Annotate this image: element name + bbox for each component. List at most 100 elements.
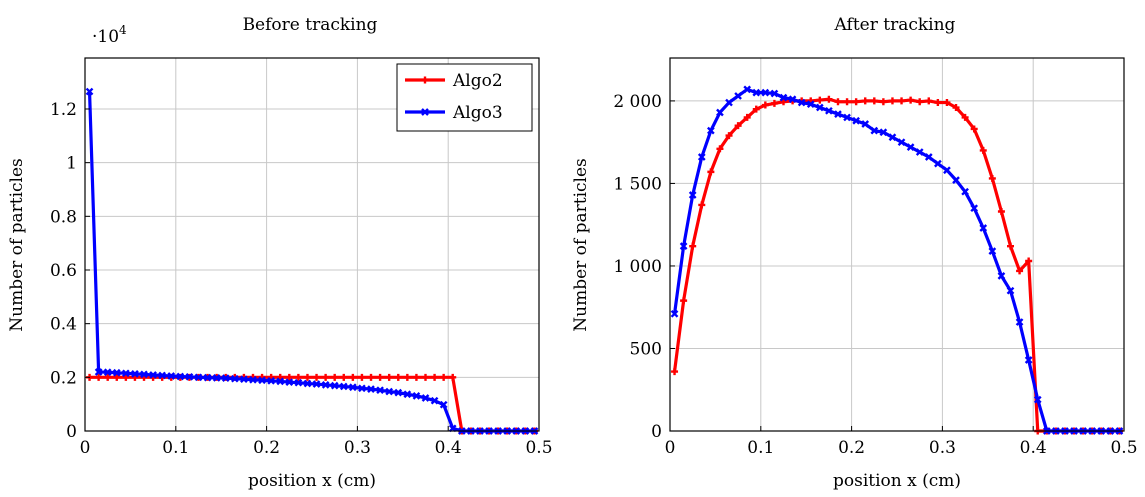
- data-point-algo3: [85, 87, 94, 96]
- data-point-algo2: [988, 174, 996, 182]
- data-point-algo2: [671, 368, 679, 376]
- data-point-algo2: [852, 98, 860, 106]
- data-point-algo2: [825, 95, 833, 103]
- data-point-algo3: [203, 373, 212, 382]
- y-tick-label: 0: [66, 422, 77, 442]
- x-tick-label: 0: [665, 438, 676, 458]
- data-point-algo2: [285, 373, 293, 381]
- y-tick-label: 0.4: [50, 315, 77, 335]
- data-point-algo3: [943, 166, 951, 175]
- data-point-algo3: [670, 309, 679, 318]
- series-line-algo2: [672, 97, 1120, 433]
- data-point-algo3: [358, 384, 366, 393]
- data-point-algo2: [349, 373, 357, 381]
- data-point-algo2: [970, 125, 978, 133]
- data-point-algo3: [185, 372, 194, 381]
- data-point-algo3: [679, 242, 688, 250]
- data-point-algo2: [888, 97, 896, 105]
- data-point-algo3: [276, 377, 285, 386]
- data-point-algo3: [321, 380, 330, 389]
- data-point-algo2: [331, 373, 339, 381]
- y-axis-label: Number of particles: [571, 158, 591, 332]
- data-point-algo2: [95, 373, 103, 381]
- data-point-algo2: [104, 373, 112, 381]
- data-point-algo3: [806, 100, 815, 109]
- data-point-algo3: [394, 388, 403, 397]
- data-point-algo3: [103, 368, 112, 377]
- x-tick-label: 0.4: [435, 438, 462, 458]
- data-point-algo2: [870, 97, 878, 105]
- y-tick-label: 0.6: [50, 261, 77, 281]
- y-tick-label: 1: [66, 154, 77, 174]
- data-point-algo3: [688, 191, 697, 199]
- data-point-algo2: [322, 373, 330, 381]
- y-tick-label: 1 500: [613, 174, 662, 194]
- data-point-algo3: [412, 391, 421, 400]
- data-point-algo3: [303, 379, 312, 388]
- data-point-algo2: [916, 98, 924, 106]
- data-point-algo3: [448, 424, 457, 433]
- data-point-algo3: [149, 371, 157, 379]
- data-point-algo2: [689, 242, 697, 250]
- x-tick-label: 0.2: [253, 438, 280, 458]
- data-point-algo2: [1016, 267, 1024, 275]
- chart-title: Before tracking: [243, 15, 378, 35]
- chart-after-tracking: After tracking 0 0.1 0.2 0.3 0.4 0.5 0 500 1 000…: [571, 15, 1138, 491]
- data-point-algo2: [422, 373, 429, 381]
- data-point-algo3: [258, 376, 266, 385]
- data-point-algo3: [1033, 395, 1042, 404]
- series-line-algo3: [87, 91, 535, 433]
- data-point-algo3: [430, 396, 439, 405]
- data-point-algo3: [988, 247, 997, 255]
- data-point-algo3: [294, 378, 303, 387]
- data-point-algo2: [780, 98, 787, 106]
- data-point-algo3: [788, 95, 797, 104]
- data-point-algo3: [339, 382, 348, 391]
- data-point-algo2: [313, 373, 321, 381]
- data-point-algo2: [294, 373, 302, 381]
- y-tick-label: 500: [630, 339, 662, 359]
- data-point-algo3: [752, 88, 761, 97]
- data-point-algo3: [194, 373, 203, 382]
- data-point-algo2: [834, 98, 842, 106]
- data-point-algo2: [394, 373, 402, 381]
- plot-frame: [84, 57, 540, 432]
- data-point-algo3: [979, 224, 988, 232]
- series-line-algo3: [672, 87, 1120, 433]
- data-point-algo3: [834, 110, 842, 118]
- legend-box: [396, 63, 533, 132]
- data-point-algo3: [312, 380, 321, 388]
- data-point-algo2: [303, 373, 311, 381]
- data-point-algo2: [861, 97, 869, 105]
- data-point-algo2: [340, 373, 348, 381]
- data-point-algo2: [761, 101, 769, 109]
- data-point-algo3: [221, 374, 230, 382]
- plot-frame: [669, 57, 1125, 432]
- data-point-algo2: [816, 96, 824, 104]
- legend-label-algo2: Algo2: [452, 71, 503, 91]
- data-point-algo2: [843, 98, 851, 106]
- data-point-algo3: [924, 153, 933, 161]
- series-lines: [670, 85, 1124, 435]
- y-tick-label: 1 000: [613, 257, 662, 277]
- data-point-algo3: [879, 128, 888, 137]
- data-point-algo3: [230, 374, 239, 383]
- data-point-algo2: [680, 297, 688, 305]
- data-point-algo3: [131, 369, 139, 378]
- data-point-algo2: [707, 168, 715, 176]
- data-point-algo3: [158, 371, 167, 380]
- data-point-algo3: [385, 387, 394, 396]
- data-point-algo2: [716, 145, 724, 153]
- data-point-algo3: [779, 93, 788, 102]
- legend-marker-algo2: [421, 76, 429, 84]
- y-tick-label: 0: [651, 422, 662, 442]
- data-point-algo3: [743, 85, 752, 94]
- y-tick-label: 2 000: [613, 92, 662, 112]
- data-point-algo2: [358, 373, 366, 381]
- legend-label-algo3: Algo3: [452, 103, 503, 123]
- data-point-algo2: [412, 373, 420, 381]
- data-point-algo3: [707, 126, 715, 135]
- x-tick-label: 0: [80, 438, 91, 458]
- x-tick-label: 0.5: [525, 438, 552, 458]
- data-point-algo3: [403, 390, 412, 399]
